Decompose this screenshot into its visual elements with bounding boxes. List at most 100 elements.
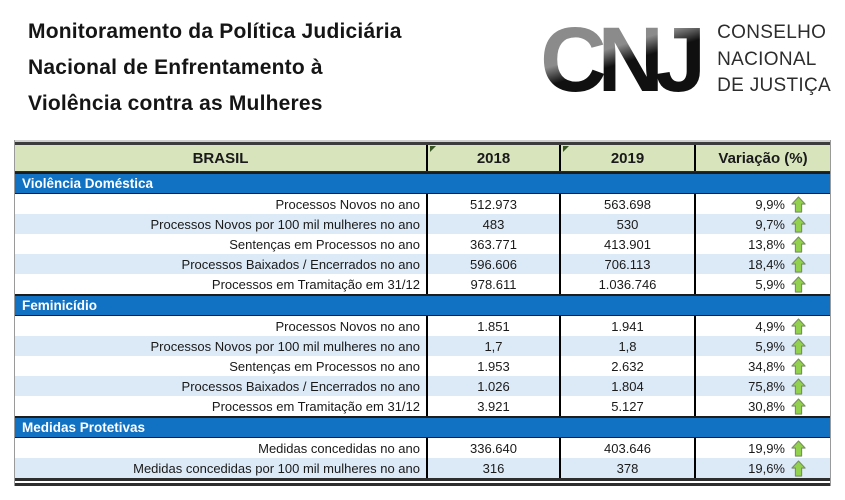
table-row: Processos Baixados / Encerrados no ano 59… — [15, 254, 830, 274]
variation-value: 34,8% — [748, 358, 785, 374]
table-row: Sentenças em Processos no ano 363.771 413.… — [15, 234, 830, 254]
variation-value: 5,9% — [755, 338, 785, 354]
value-2019: 2.632 — [559, 356, 694, 376]
value-2019: 530 — [559, 214, 694, 234]
column-header-2019: 2019 — [559, 145, 694, 171]
page-title-line: Nacional de Enfrentamento à — [28, 56, 323, 79]
variation-cell: 13,8% — [694, 234, 830, 254]
table-row: Processos Novos no ano 512.973 563.698 9,9% — [15, 194, 830, 214]
variation-value: 19,6% — [748, 460, 785, 476]
section-header: Feminicídio — [15, 294, 830, 316]
variation-value: 4,9% — [755, 318, 785, 334]
variation-value: 30,8% — [748, 398, 785, 414]
value-2018: 1.026 — [426, 376, 559, 396]
value-2019: 1.036.746 — [559, 274, 694, 294]
cnj-logo: CNJ CONSELHO NACIONAL DE JUSTIÇA — [540, 8, 831, 112]
variation-value: 13,8% — [748, 236, 785, 252]
value-2019: 1,8 — [559, 336, 694, 356]
row-label: Sentenças em Processos no ano — [229, 358, 420, 374]
row-label: Processos Novos por 100 mil mulheres no … — [150, 338, 420, 354]
variation-value: 18,4% — [748, 256, 785, 272]
table-row: Processos Baixados / Encerrados no ano 1.… — [15, 376, 830, 396]
cnj-logo-wordmark: CONSELHO NACIONAL DE JUSTIÇA — [717, 20, 831, 100]
value-2018: 316 — [426, 458, 559, 478]
table-row: Processos Novos no ano 1.851 1.941 4,9% — [15, 316, 830, 336]
value-2018: 483 — [426, 214, 559, 234]
page-title-line: Violência contra as Mulheres — [28, 92, 323, 115]
column-header-variation: Variação (%) — [694, 145, 830, 171]
trend-up-icon — [791, 337, 806, 355]
row-label: Processos Novos por 100 mil mulheres no … — [150, 216, 420, 232]
variation-value: 75,8% — [748, 378, 785, 394]
cnj-wordmark-line: CONSELHO — [717, 22, 827, 44]
row-label: Processos Novos no ano — [275, 196, 420, 212]
value-2018: 1,7 — [426, 336, 559, 356]
variation-value: 9,7% — [755, 216, 785, 232]
table-top-border — [15, 140, 830, 145]
value-2018: 3.921 — [426, 396, 559, 416]
row-label: Medidas concedidas no ano — [258, 440, 420, 456]
table-body: Violência Doméstica Processos Novos no an… — [15, 172, 830, 478]
table-row: Processos em Tramitação em 31/12 3.921 5.1… — [15, 396, 830, 416]
variation-cell: 5,9% — [694, 274, 830, 294]
table-row: Medidas concedidas por 100 mil mulheres … — [15, 458, 830, 478]
value-2019: 1.941 — [559, 316, 694, 336]
row-label: Processos Baixados / Encerrados no ano — [181, 256, 420, 272]
variation-cell: 5,9% — [694, 336, 830, 356]
table-row: Processos Novos por 100 mil mulheres no … — [15, 214, 830, 234]
row-label: Medidas concedidas por 100 mil mulheres … — [133, 460, 420, 476]
value-2018: 512.973 — [426, 194, 559, 214]
trend-up-icon — [791, 439, 806, 457]
table-row: Sentenças em Processos no ano 1.953 2.632 3… — [15, 356, 830, 376]
trend-up-icon — [791, 275, 806, 293]
value-2018: 1.953 — [426, 356, 559, 376]
table-header: BRASIL 2018 2019 Variação (%) — [15, 145, 830, 172]
data-table: BRASIL 2018 2019 Variação (%) Violência … — [14, 140, 831, 486]
trend-up-icon — [791, 377, 806, 395]
value-2019: 5.127 — [559, 396, 694, 416]
variation-cell: 18,4% — [694, 254, 830, 274]
row-label: Processos em Tramitação em 31/12 — [211, 398, 420, 414]
row-label: Processos em Tramitação em 31/12 — [211, 276, 420, 292]
column-header-2018: 2018 — [426, 145, 559, 171]
section-header: Violência Doméstica — [15, 172, 830, 194]
trend-up-icon — [791, 357, 806, 375]
cnj-wordmark-line: NACIONAL — [717, 48, 817, 70]
value-2018: 596.606 — [426, 254, 559, 274]
variation-cell: 9,9% — [694, 194, 830, 214]
page-title-line: Monitoramento da Política Judiciária — [28, 20, 402, 43]
variation-cell: 75,8% — [694, 376, 830, 396]
variation-cell: 19,6% — [694, 458, 830, 478]
value-2019: 706.113 — [559, 254, 694, 274]
value-2018: 978.611 — [426, 274, 559, 294]
trend-up-icon — [791, 235, 806, 253]
row-label: Sentenças em Processos no ano — [229, 236, 420, 252]
variation-cell: 4,9% — [694, 316, 830, 336]
row-label: Processos Baixados / Encerrados no ano — [181, 378, 420, 394]
variation-cell: 30,8% — [694, 396, 830, 416]
value-2019: 378 — [559, 458, 694, 478]
table-row: Processos em Tramitação em 31/12 978.611 1… — [15, 274, 830, 294]
variation-cell: 19,9% — [694, 438, 830, 458]
variation-cell: 34,8% — [694, 356, 830, 376]
value-2019: 413.901 — [559, 234, 694, 254]
table-row: Processos Novos por 100 mil mulheres no … — [15, 336, 830, 356]
cnj-logo-acronym: CNJ — [540, 8, 706, 112]
variation-value: 9,9% — [755, 196, 785, 212]
trend-up-icon — [791, 459, 806, 477]
trend-up-icon — [791, 255, 806, 273]
trend-up-icon — [791, 317, 806, 335]
trend-up-icon — [791, 215, 806, 233]
value-2019: 563.698 — [559, 194, 694, 214]
page-title: Monitoramento da Política Judiciária Nac… — [28, 14, 402, 122]
table-bottom-border — [15, 478, 830, 486]
value-2018: 1.851 — [426, 316, 559, 336]
section-header: Medidas Protetivas — [15, 416, 830, 438]
trend-up-icon — [791, 397, 806, 415]
table-row: Medidas concedidas no ano 336.640 403.646 1… — [15, 438, 830, 458]
value-2019: 1.804 — [559, 376, 694, 396]
value-2019: 403.646 — [559, 438, 694, 458]
variation-cell: 9,7% — [694, 214, 830, 234]
variation-value: 5,9% — [755, 276, 785, 292]
